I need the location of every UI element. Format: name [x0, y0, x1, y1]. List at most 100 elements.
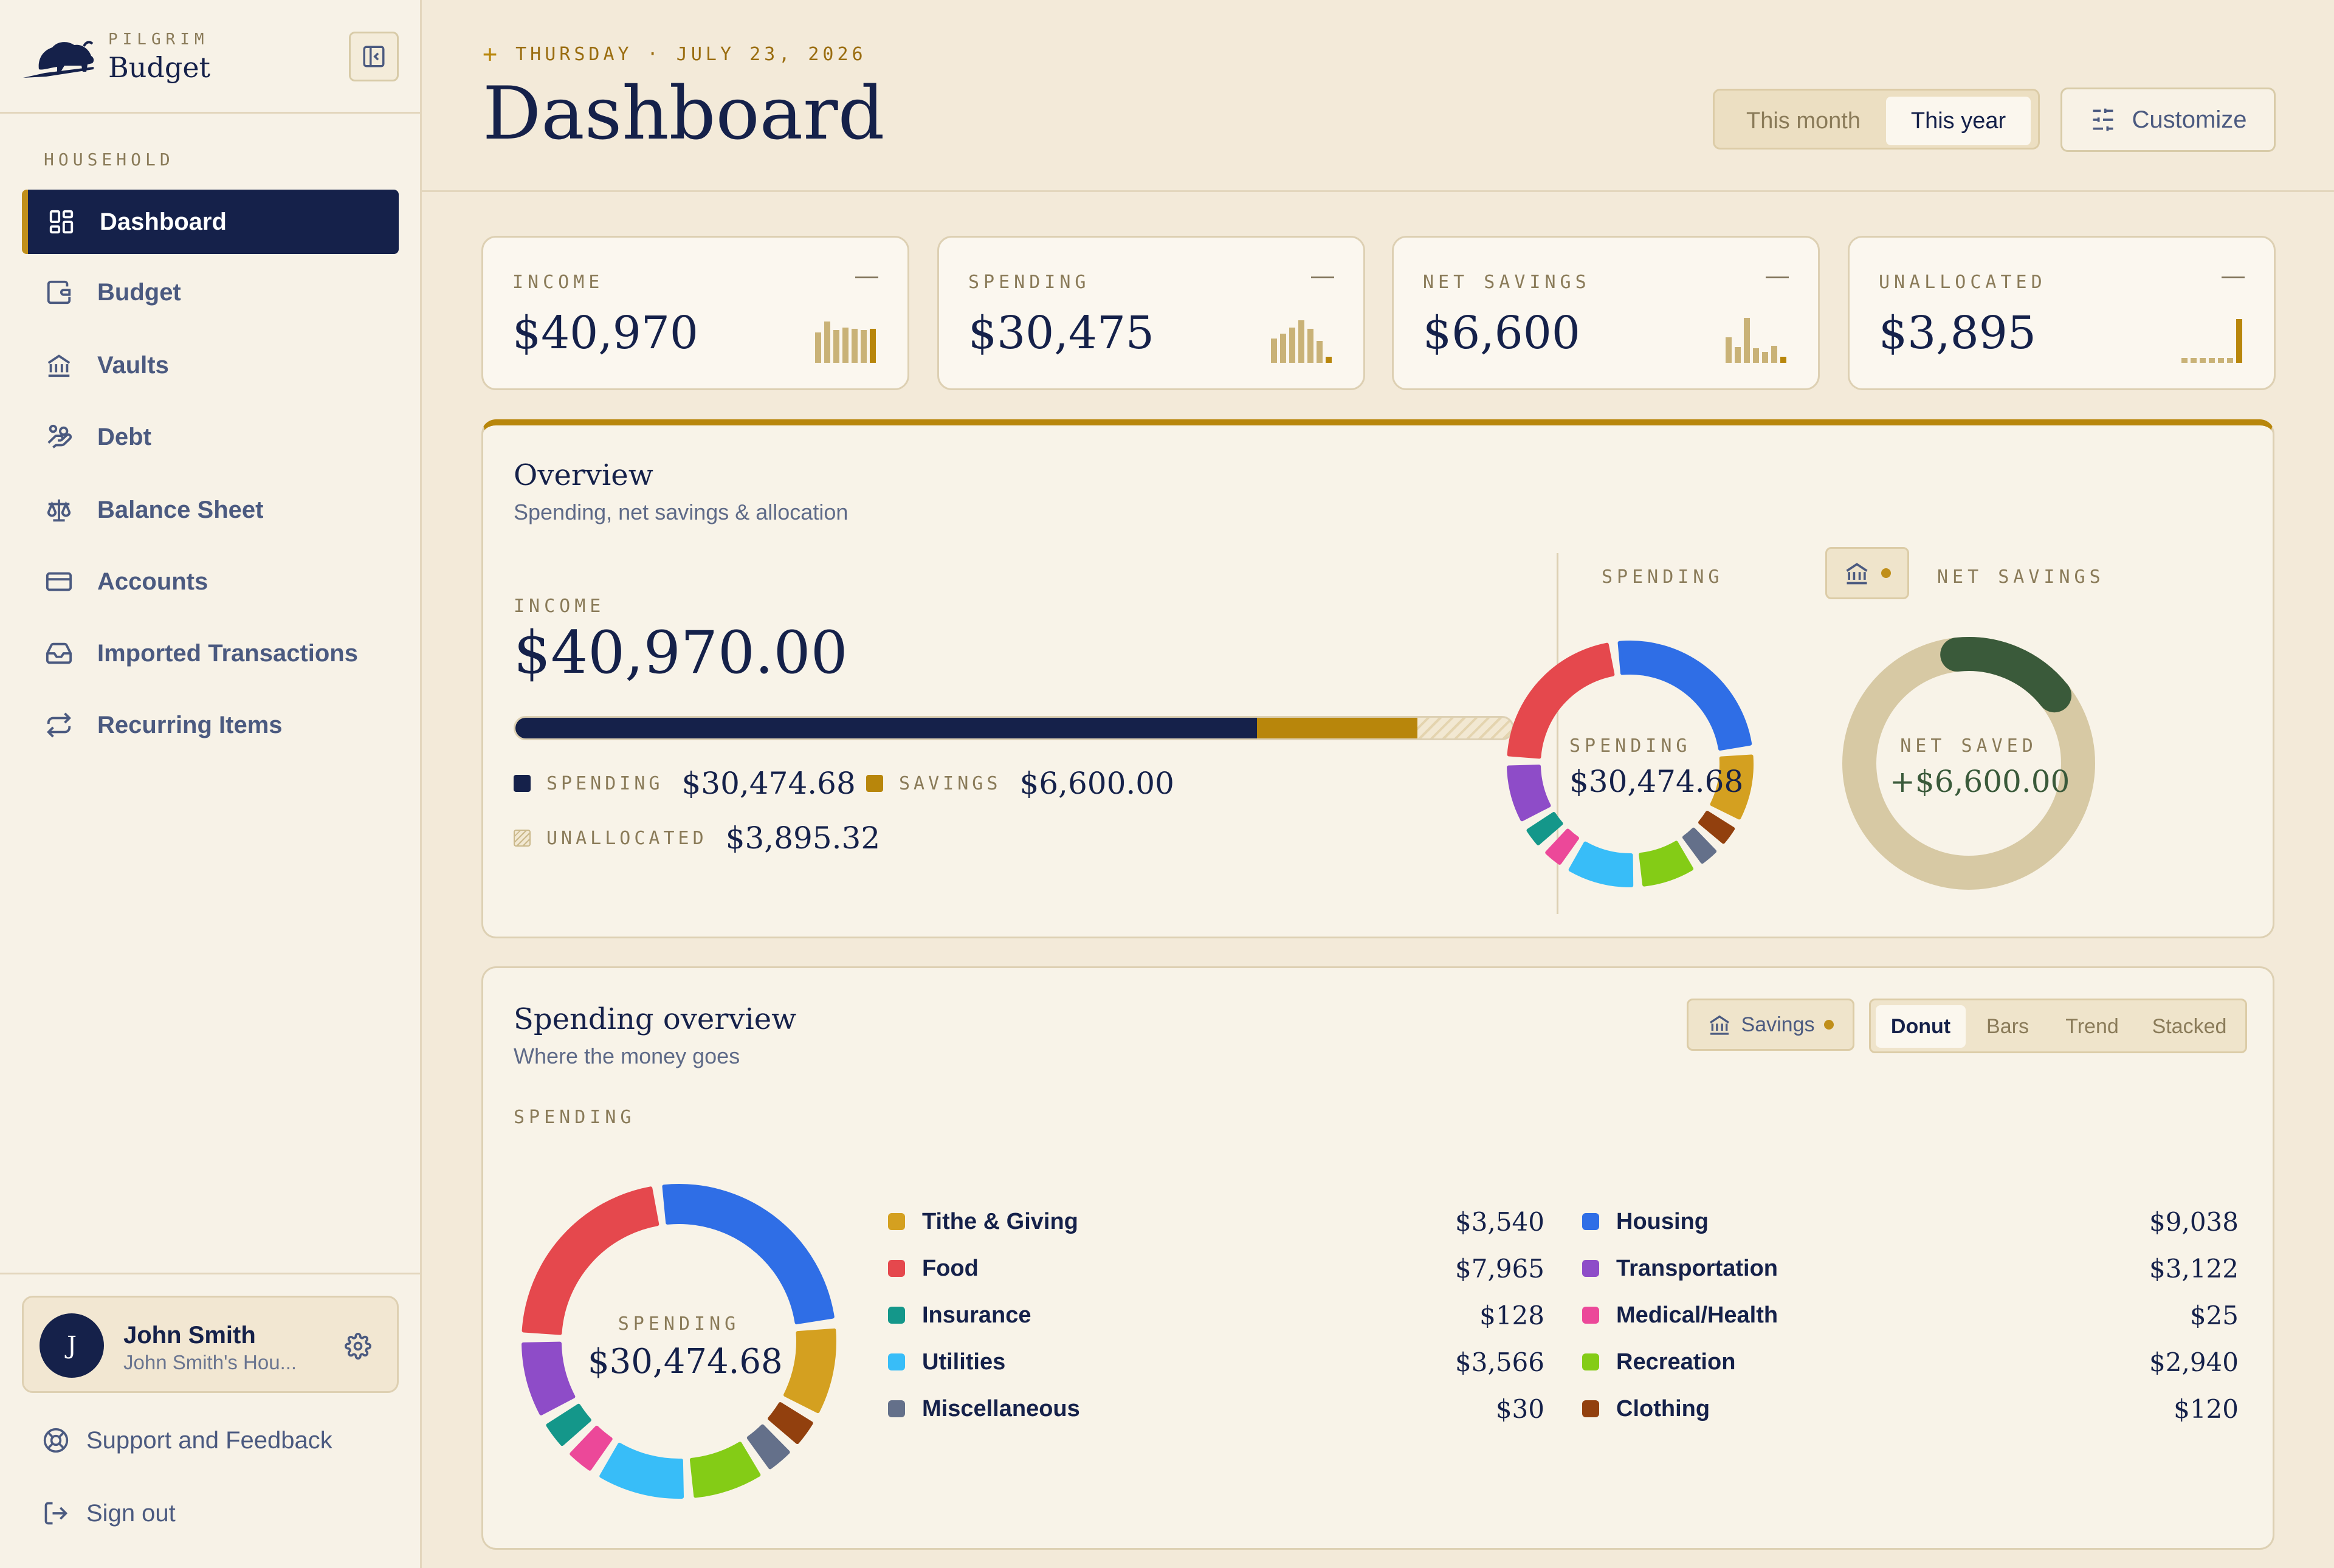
net-saved-arc [1940, 637, 2072, 713]
donut-segment-tithe-giving[interactable] [783, 1328, 836, 1414]
donut-segment-housing[interactable] [662, 1184, 835, 1325]
category-value: $2,940 [2149, 1347, 2239, 1377]
view-bars[interactable]: Bars [1986, 1014, 2029, 1038]
donut-segment-miscellaneous[interactable] [746, 1424, 790, 1470]
donut-segment-housing[interactable] [1617, 641, 1752, 751]
category-value: $7,965 [1455, 1253, 1544, 1284]
donut-segment-medical-health[interactable] [570, 1425, 613, 1471]
stat-trend: — [1766, 263, 1789, 289]
legend-label: SAVINGS [899, 772, 1002, 794]
category-row[interactable]: Insurance $128 [888, 1300, 1544, 1330]
stat-trend: — [855, 263, 878, 289]
legend-swatch [514, 775, 531, 792]
stat-card-spending[interactable]: SPENDING — $30,475 [937, 236, 1365, 390]
bank-icon [1846, 563, 1868, 585]
sparkle-icon: + [483, 40, 501, 68]
vault-toggle-button[interactable] [1825, 547, 1909, 599]
donut-segment-tithe-giving[interactable] [1710, 754, 1754, 820]
legend-value: $6,600.00 [1019, 766, 1174, 801]
support-feedback-link[interactable]: Support and Feedback [43, 1426, 332, 1455]
category-row[interactable]: Utilities $3,566 [888, 1347, 1544, 1377]
customize-button[interactable]: Customize [2060, 88, 2276, 152]
donut-segment-transportation[interactable] [522, 1341, 576, 1415]
bank-icon [1709, 1015, 1729, 1035]
category-name: Food [922, 1255, 979, 1281]
sidebar-item-label: Dashboard [100, 208, 227, 235]
sidebar-item-dashboard[interactable]: Dashboard [22, 190, 399, 254]
support-feedback-label: Support and Feedback [86, 1426, 332, 1454]
category-row[interactable]: Food $7,965 [888, 1253, 1544, 1284]
category-row[interactable]: Transportation $3,122 [1582, 1253, 2239, 1284]
donut-segment-medical-health[interactable] [1545, 828, 1580, 865]
donut-segment-insurance[interactable] [1526, 812, 1563, 845]
stat-card-unallocated[interactable]: UNALLOCATED — $3,895 [1848, 236, 2276, 390]
donut-segment-clothing[interactable] [768, 1402, 813, 1445]
category-row[interactable]: Miscellaneous $30 [888, 1394, 1544, 1424]
sidebar-item-recurring-items[interactable]: Recurring Items [22, 693, 399, 757]
donut-segment-food[interactable] [1507, 642, 1615, 759]
scale-icon [44, 495, 74, 525]
stat-card-income[interactable]: INCOME — $40,970 [481, 236, 909, 390]
category-name: Tithe & Giving [922, 1208, 1078, 1234]
sidebar-divider [0, 112, 420, 114]
donut-segment-recreation[interactable] [1639, 841, 1694, 887]
category-row[interactable]: Clothing $120 [1582, 1394, 2239, 1424]
stat-label: INCOME [512, 272, 604, 293]
sidebar-item-imported-transactions[interactable]: Imported Transactions [22, 621, 399, 686]
sidebar-item-debt[interactable]: Debt [22, 405, 399, 469]
sidebar-item-accounts[interactable]: Accounts [22, 549, 399, 614]
donut-segment-transportation[interactable] [1507, 765, 1551, 822]
category-row[interactable]: Tithe & Giving $3,540 [888, 1206, 1544, 1237]
sidebar-item-budget[interactable]: Budget [22, 260, 399, 325]
sidebar: PILGRIM Budget HOUSEHOLD Dashboard Budge… [0, 0, 422, 1568]
sidebar-item-label: Budget [97, 278, 181, 306]
category-swatch [1582, 1400, 1599, 1417]
donut-segment-food[interactable] [522, 1186, 659, 1335]
category-swatch [1582, 1213, 1599, 1230]
donut-segment-utilities[interactable] [599, 1442, 684, 1499]
period-this-month[interactable]: This month [1746, 108, 1861, 134]
period-this-year[interactable]: This year [1886, 97, 2031, 145]
sidebar-item-label: Imported Transactions [97, 639, 358, 667]
sidebar-item-balance-sheet[interactable]: Balance Sheet [22, 478, 399, 542]
donut-segment-recreation[interactable] [689, 1442, 761, 1498]
savings-toggle-button[interactable]: Savings [1687, 999, 1854, 1051]
donut-segment-insurance[interactable] [546, 1403, 591, 1446]
category-row[interactable]: Medical/Health $25 [1582, 1300, 2239, 1330]
brand-name: Budget [108, 51, 211, 84]
savings-toggle-label: Savings [1741, 1013, 1815, 1036]
stat-trend: — [2222, 263, 2245, 289]
sign-out-link[interactable]: Sign out [43, 1499, 176, 1528]
stat-card-net-savings[interactable]: NET SAVINGS — $6,600 [1392, 236, 1820, 390]
status-dot [1824, 1020, 1834, 1030]
legend-label: UNALLOCATED [546, 827, 707, 849]
stat-value: $6,600 [1423, 307, 1580, 359]
brand-logo[interactable]: PILGRIM Budget [21, 27, 210, 88]
user-card[interactable]: J John Smith John Smith's Hou... [22, 1296, 399, 1393]
category-row[interactable]: Housing $9,038 [1582, 1206, 2239, 1237]
spending-donut-chart [1507, 641, 1754, 887]
view-trend[interactable]: Trend [2065, 1014, 2119, 1038]
sidebar-item-vaults[interactable]: Vaults [22, 333, 399, 397]
collapse-sidebar-button[interactable] [349, 32, 399, 81]
category-swatch [888, 1213, 905, 1230]
donut-segment-utilities[interactable] [1568, 841, 1634, 887]
category-row[interactable]: Recreation $2,940 [1582, 1347, 2239, 1377]
view-donut[interactable]: Donut [1876, 1005, 1966, 1048]
user-settings-button[interactable] [342, 1330, 374, 1362]
gear-icon [345, 1333, 371, 1360]
user-name: John Smith [123, 1322, 256, 1349]
sidebar-divider [0, 1273, 420, 1274]
spending-overview-card: Spending overview Where the money goes S… [481, 966, 2274, 1550]
donut-center-label: SPENDING [618, 1313, 740, 1335]
allocation-segment-savings [1256, 718, 1418, 738]
legend-value: $30,474.68 [681, 766, 856, 801]
category-swatch [888, 1400, 905, 1417]
view-stacked[interactable]: Stacked [2152, 1014, 2227, 1038]
category-value: $30 [1495, 1394, 1544, 1424]
sidebar-section-label: HOUSEHOLD [44, 150, 174, 170]
donut-segment-clothing[interactable] [1698, 811, 1735, 844]
donut-segment-miscellaneous[interactable] [1682, 827, 1717, 864]
sidebar-item-label: Accounts [97, 568, 208, 595]
spending-overview-title: Spending overview [514, 1002, 797, 1036]
